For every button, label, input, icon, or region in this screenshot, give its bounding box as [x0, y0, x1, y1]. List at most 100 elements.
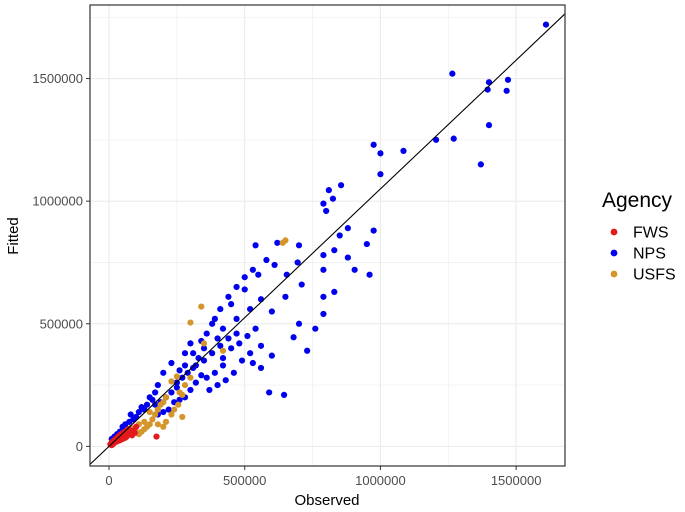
point-usfs — [162, 418, 170, 425]
point-usfs — [200, 340, 208, 347]
point-usfs — [173, 373, 180, 380]
point-nps — [344, 225, 351, 232]
point-nps — [146, 394, 153, 401]
point-nps — [247, 350, 254, 357]
point-nps — [325, 187, 332, 194]
x-axis-title: Observed — [294, 492, 359, 509]
legend-key-nps — [610, 249, 618, 257]
point-nps — [152, 389, 159, 396]
point-nps — [249, 359, 256, 367]
point-nps — [181, 362, 189, 369]
point-nps — [263, 256, 270, 264]
point-nps — [304, 347, 311, 354]
point-usfs — [146, 408, 153, 416]
point-nps — [257, 342, 265, 349]
point-nps — [323, 207, 330, 215]
legend-key-fws — [610, 228, 618, 236]
point-nps — [192, 379, 199, 386]
point-nps — [217, 305, 224, 313]
reference-line — [89, 13, 566, 465]
point-usfs — [154, 421, 161, 428]
point-nps — [274, 239, 281, 246]
point-usfs — [160, 423, 167, 430]
x-tick-label: 500000 — [223, 473, 266, 488]
point-nps — [247, 305, 254, 313]
point-nps — [219, 355, 227, 362]
point-nps — [257, 296, 265, 303]
point-fws — [153, 433, 160, 440]
point-nps — [377, 171, 384, 178]
point-nps — [209, 320, 216, 327]
point-nps — [228, 345, 235, 352]
point-nps — [173, 384, 180, 391]
point-nps — [200, 357, 208, 364]
point-nps — [255, 271, 262, 278]
point-nps — [477, 161, 484, 168]
point-fws — [125, 426, 132, 433]
legend-label-fws: FWS — [633, 225, 669, 242]
point-nps — [252, 242, 259, 249]
point-fws — [131, 429, 138, 436]
y-tick-label: 0 — [76, 439, 83, 454]
point-nps — [222, 377, 229, 384]
point-nps — [268, 352, 275, 359]
point-nps — [351, 266, 358, 273]
point-nps — [143, 401, 151, 408]
point-nps — [295, 320, 303, 327]
point-nps — [225, 335, 232, 342]
point-nps — [187, 386, 194, 394]
point-nps — [331, 247, 338, 254]
point-nps — [206, 386, 213, 394]
point-nps — [320, 266, 327, 273]
x-tick-label: 1500000 — [491, 473, 542, 488]
point-nps — [198, 372, 205, 379]
point-usfs — [187, 319, 194, 326]
point-nps — [337, 182, 345, 189]
point-nps — [238, 357, 246, 364]
point-nps — [320, 252, 327, 259]
y-axis-title: Fitted — [5, 217, 22, 255]
panel-border — [89, 4, 566, 467]
point-nps — [331, 288, 338, 295]
point-nps — [252, 325, 259, 332]
point-nps — [176, 396, 183, 403]
point-nps — [370, 141, 377, 148]
point-nps — [271, 261, 278, 269]
point-nps — [294, 259, 301, 266]
y-axis-ticks: 0 500000 1000000 1500000 — [32, 71, 90, 454]
point-nps — [363, 240, 370, 248]
point-nps — [195, 355, 202, 362]
point-nps — [181, 350, 189, 357]
point-nps — [165, 406, 172, 413]
point-nps — [503, 87, 510, 94]
point-nps — [211, 369, 218, 376]
point-nps — [329, 195, 337, 202]
point-nps — [160, 369, 167, 376]
point-nps — [295, 242, 303, 249]
point-nps — [168, 389, 175, 396]
legend: Agency FWS NPS USFS — [602, 189, 676, 284]
point-nps — [290, 334, 297, 341]
point-nps — [450, 135, 457, 142]
point-nps — [268, 308, 275, 315]
legend-key-usfs — [610, 270, 618, 278]
point-nps — [187, 340, 194, 347]
x-axis-ticks: 0 500000 1000000 1500000 — [105, 466, 541, 488]
point-nps — [179, 374, 186, 381]
point-nps — [152, 401, 159, 408]
point-usfs — [187, 374, 194, 381]
point-nps — [200, 345, 208, 352]
point-nps — [184, 369, 191, 376]
point-nps — [257, 364, 265, 372]
point-nps — [230, 369, 237, 376]
point-nps — [176, 367, 183, 374]
point-nps — [209, 350, 216, 357]
point-nps — [119, 423, 126, 430]
point-nps — [219, 362, 227, 369]
point-nps — [449, 70, 456, 77]
point-nps — [241, 274, 248, 281]
y-tick-label: 1500000 — [32, 71, 83, 86]
point-nps — [138, 404, 145, 411]
point-nps — [214, 335, 221, 342]
